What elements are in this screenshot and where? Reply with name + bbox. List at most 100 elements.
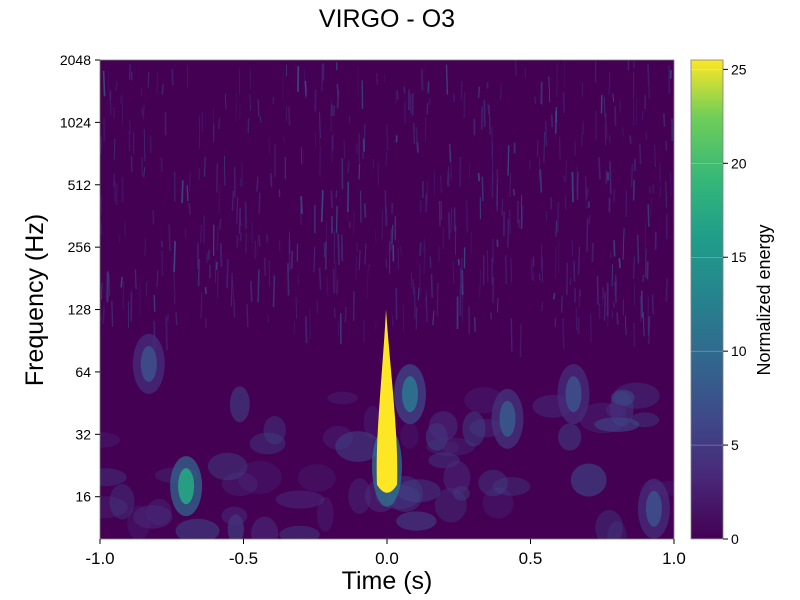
noise-streak (645, 132, 647, 140)
noise-streak (477, 173, 480, 182)
noise-streak (165, 316, 168, 351)
noise-streak (246, 304, 249, 327)
noise-streak (115, 81, 118, 91)
noise-streak (105, 273, 108, 299)
noise-blotch (482, 487, 514, 519)
noise-streak (614, 106, 617, 127)
noise-streak (335, 190, 338, 198)
noise-streak (156, 71, 158, 96)
noise-streak (305, 90, 308, 99)
noise-streak (149, 135, 152, 154)
noise-blotch (251, 516, 279, 539)
noise-streak (641, 110, 644, 121)
noise-streak (215, 261, 218, 271)
noise-streak (236, 197, 239, 225)
noise-streak (245, 233, 247, 253)
noise-streak (124, 221, 126, 236)
noise-streak (612, 93, 615, 102)
noise-streak (181, 180, 184, 204)
noise-streak (390, 228, 392, 251)
noise-streak (452, 260, 455, 285)
colorbar-tick-label: 10 (731, 343, 747, 359)
noise-streak (218, 185, 221, 215)
noise-streak (460, 81, 463, 100)
noise-streak (267, 314, 270, 323)
noise-streak (639, 143, 642, 165)
y-axis-ticks: 16 32 64 128 256 512 1024 2048 (60, 52, 100, 505)
feature-blob (178, 468, 195, 505)
noise-streak (197, 258, 200, 287)
noise-streak (283, 136, 285, 143)
colorbar-tick-label: 20 (731, 155, 747, 171)
noise-streak (650, 198, 652, 218)
noise-streak (646, 261, 649, 280)
noise-streak (142, 104, 145, 120)
noise-blotch (146, 498, 172, 526)
noise-blotch (594, 417, 640, 432)
noise-streak (426, 102, 429, 115)
noise-streak (659, 161, 661, 183)
x-tick-label: -0.5 (229, 549, 258, 568)
noise-blotch (263, 416, 286, 445)
noise-streak (250, 281, 253, 302)
noise-streak (115, 183, 118, 206)
noise-streak (268, 260, 271, 287)
noise-streak (249, 67, 252, 90)
noise-streak (490, 312, 493, 320)
colorbar-tick-label: 5 (731, 437, 739, 453)
noise-streak (457, 259, 460, 266)
noise-streak (491, 126, 494, 157)
noise-streak (300, 207, 302, 226)
noise-streak (520, 194, 523, 229)
noise-streak (412, 278, 415, 295)
noise-blotch (606, 402, 627, 418)
noise-streak (364, 243, 367, 265)
noise-streak (555, 220, 557, 237)
noise-streak (571, 239, 574, 257)
colorbar-tick-label: 15 (731, 249, 747, 265)
noise-streak (204, 156, 206, 177)
noise-streak (332, 105, 336, 116)
noise-streak (304, 316, 308, 344)
noise-streak (608, 135, 611, 143)
noise-streak (586, 218, 589, 252)
noise-streak (647, 63, 650, 86)
noise-streak (400, 246, 403, 255)
noise-streak (419, 242, 422, 256)
noise-streak (102, 306, 105, 324)
noise-streak (330, 190, 333, 209)
noise-streak (173, 272, 176, 305)
noise-streak (633, 284, 636, 306)
noise-streak (120, 276, 123, 288)
colorbar-tick-label: 25 (731, 61, 747, 77)
noise-streak (413, 286, 416, 319)
noise-streak (257, 269, 260, 303)
noise-streak (238, 207, 241, 234)
noise-streak (293, 322, 296, 335)
noise-streak (336, 90, 340, 109)
noise-blotch (279, 525, 320, 539)
noise-streak (160, 240, 164, 248)
noise-streak (326, 276, 329, 297)
noise-streak (541, 86, 543, 107)
noise-streak (562, 92, 565, 113)
noise-blotch (478, 469, 508, 497)
noise-streak (601, 297, 604, 306)
noise-streak (258, 234, 261, 247)
noise-streak (532, 272, 535, 281)
noise-streak (632, 179, 636, 201)
noise-blotch (207, 452, 248, 481)
noise-streak (440, 175, 442, 193)
colorbar-label: Normalized energy (754, 224, 774, 375)
noise-streak (519, 323, 522, 358)
noise-blotch (348, 478, 371, 514)
noise-streak (391, 224, 394, 244)
noise-streak (571, 171, 574, 203)
y-tick-label: 512 (68, 177, 92, 193)
noise-blotch (400, 422, 419, 449)
noise-streak (309, 308, 311, 340)
x-tick-label: 0.5 (519, 549, 543, 568)
x-tick-label: 0.0 (375, 549, 399, 568)
noise-streak (508, 209, 511, 234)
noise-streak (669, 171, 672, 197)
